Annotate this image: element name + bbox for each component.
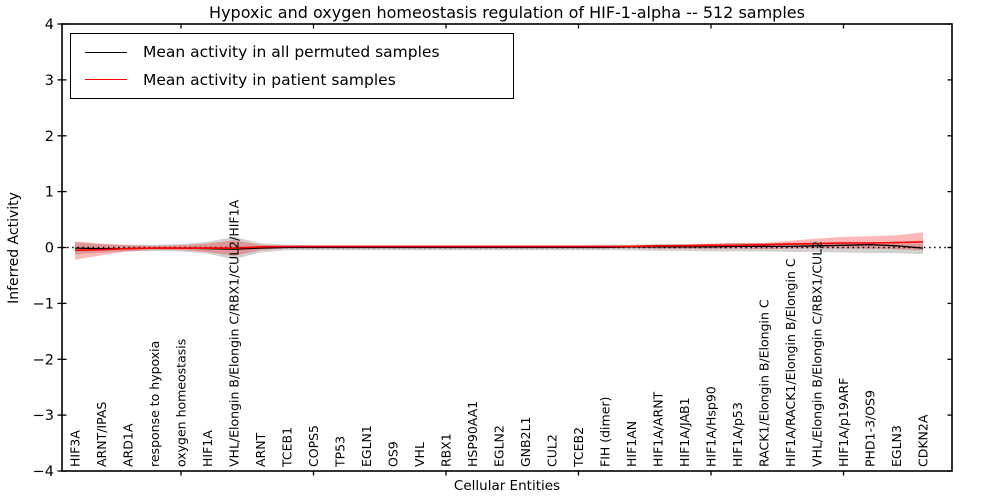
x-category-label: VHL/Elongin B/Elongin C/RBX1/CUL2 [810,241,825,467]
x-category-label: PHD1-3/OS9 [863,390,878,467]
x-category-label: VHL [412,442,427,467]
legend-line-sample-red [85,79,127,81]
x-axis-label: Cellular Entities [453,478,561,494]
legend-label: Mean activity in patient samples [143,70,396,89]
x-category-label: RBX1 [439,433,454,467]
y-tick-label: 0 [45,241,54,257]
y-tick-label: −4 [33,464,54,480]
x-category-label: TP53 [333,436,348,468]
legend: Mean activity in all permuted samples Me… [70,33,514,99]
legend-label: Mean activity in all permuted samples [143,43,440,62]
x-category-label: CUL2 [545,434,560,467]
y-tick-label: 4 [45,17,54,33]
x-category-label: EGLN1 [359,425,374,467]
x-category-label: HSP90AA1 [465,401,480,467]
x-category-label: OS9 [386,441,401,467]
x-category-label: VHL/Elongin B/Elongin C/RBX1/CUL2/HIF1A [227,199,242,467]
legend-entry-permuted: Mean activity in all permuted samples [85,43,513,61]
x-category-label: RACK1/Elongin B/Elongin C [757,299,772,467]
x-category-label: EGLN3 [889,425,904,467]
y-tick-label: −1 [33,296,54,312]
x-category-label: TCEB2 [571,427,586,468]
x-category-label: HIF1A/Hsp90 [704,386,719,467]
x-category-label: HIF1A/JAB1 [677,397,692,467]
x-category-label: response to hypoxia [147,341,162,467]
x-category-label: HIF1AN [624,421,639,467]
y-tick-label: −3 [33,408,54,424]
y-tick-label: 3 [45,73,54,89]
legend-entry-patient: Mean activity in patient samples [85,71,513,89]
x-category-label: ARNT/IPAS [94,402,109,467]
x-category-label: GNB2L1 [518,417,533,467]
x-category-label: HIF3A [68,430,83,467]
x-category-label: HIF1A [200,430,215,467]
x-category-label: EGLN2 [492,425,507,467]
y-tick-label: 1 [45,185,54,201]
x-category-label: HIF1A/p53 [730,402,745,467]
chart-title: Hypoxic and oxygen homeostasis regulatio… [209,3,805,22]
x-category-label: ARNT [253,432,268,467]
x-category-label: ARD1A [121,423,136,467]
x-category-label: CDKN2A [916,414,931,467]
x-category-label: TCEB1 [280,427,295,468]
x-category-label: COPS5 [306,425,321,467]
x-category-label: FIH (dimer) [598,397,613,467]
x-category-label: oxygen homeostasis [174,339,189,467]
x-category-label: HIF1A/RACK1/Elongin B/Elongin C [783,258,798,467]
x-category-label: HIF1A/p19ARF [836,378,851,467]
legend-line-sample-black [85,51,127,53]
y-tick-label: 2 [45,129,54,145]
patient-mean-line [74,241,924,252]
y-tick-label: −2 [33,352,54,368]
x-category-label: HIF1A/ARNT [651,391,666,467]
